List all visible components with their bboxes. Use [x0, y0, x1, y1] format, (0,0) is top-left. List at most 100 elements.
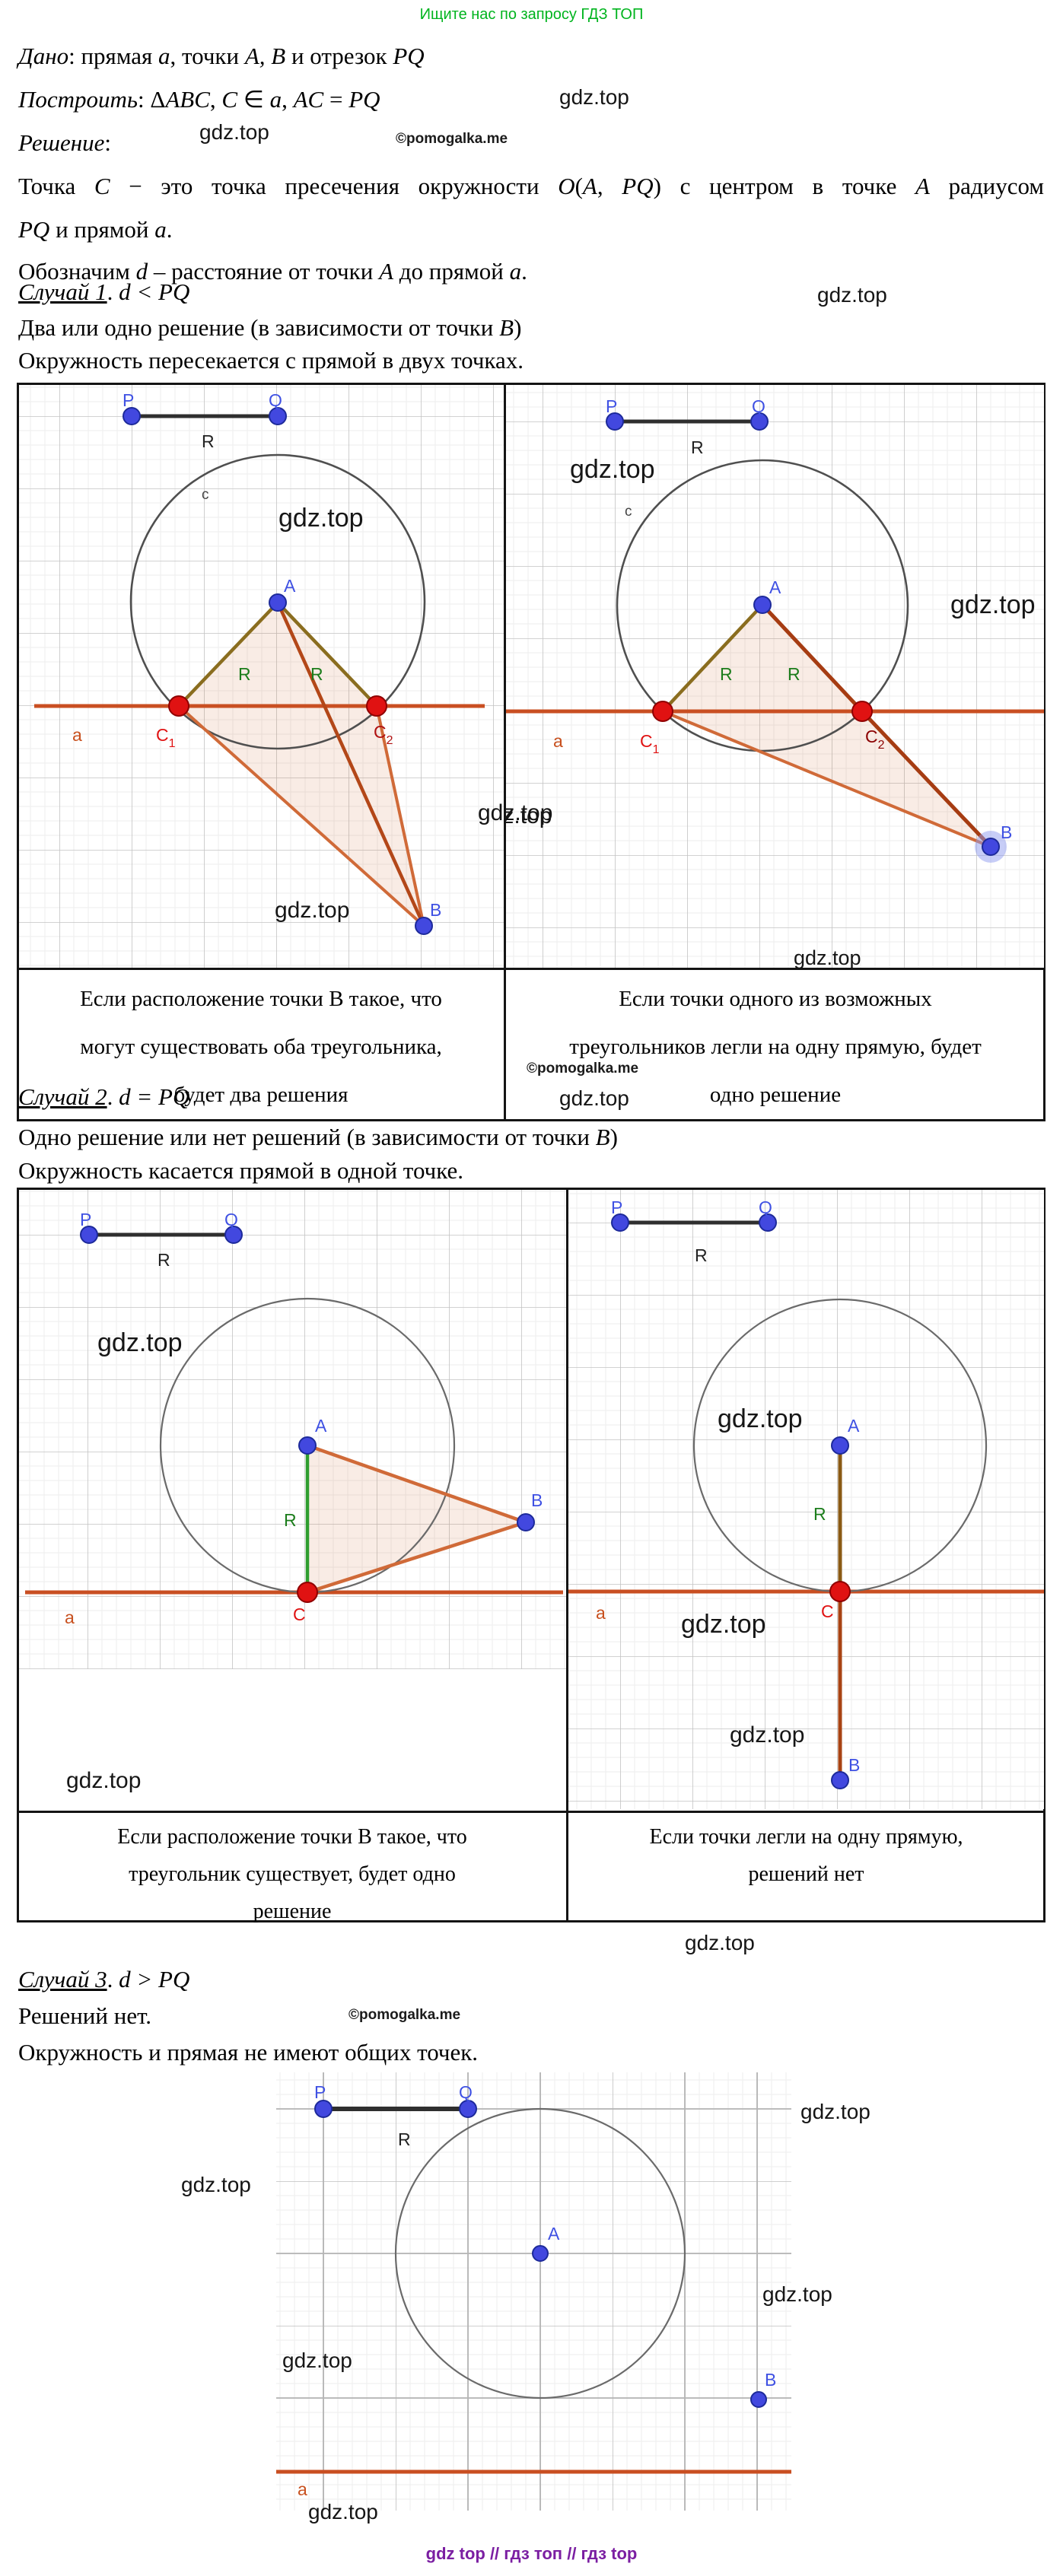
gdz-watermark: gdz.top: [762, 2282, 832, 2306]
point-A: [831, 1436, 849, 1455]
point-C: [829, 1581, 851, 1602]
label-B: B: [430, 900, 441, 920]
label-R-green: R: [284, 1510, 297, 1530]
grid: [19, 385, 504, 968]
pomogalka-watermark: ©pomogalka.me: [396, 131, 508, 147]
gdz-watermark: gdz.top: [570, 455, 655, 484]
label-R1-green: R: [238, 664, 251, 684]
triangle-fill-1: [663, 605, 991, 847]
gdz-watermark: gdz.top: [718, 1404, 803, 1433]
segment-C2B: [861, 710, 992, 848]
label-B: B: [848, 1755, 860, 1775]
case2-figure-right: P Q R A B C a R gdz.top gdz.top gdz.top: [568, 1190, 1044, 1809]
case3-figure: P Q R A B a gdz.top: [276, 2072, 791, 2511]
label-C2: C2: [865, 727, 885, 752]
label-C2: C2: [374, 722, 393, 747]
label-Q: Q: [752, 396, 765, 416]
label-P: P: [606, 396, 617, 416]
grid: [568, 1190, 1044, 1809]
label-Q: Q: [759, 1197, 772, 1217]
case2-caption-separator: [17, 1811, 1045, 1813]
case1-line1: Два или одно решение (в зависимости от т…: [18, 314, 522, 341]
point-P: [123, 407, 141, 425]
label-P: P: [314, 2082, 326, 2102]
point-P: [80, 1226, 98, 1244]
case1-table-divider: [504, 383, 506, 1121]
point-Q: [459, 2100, 477, 2118]
gdz-watermark: gdz.top: [730, 1722, 804, 1748]
label-R1-green: R: [720, 664, 733, 684]
label-P: P: [123, 390, 134, 410]
point-C2: [851, 701, 873, 722]
label-c: c: [202, 487, 209, 503]
point-Q: [269, 407, 287, 425]
label-a: a: [298, 2479, 307, 2499]
label-A: A: [848, 1416, 860, 1436]
label-C: C: [293, 1604, 306, 1624]
paragraph-2: PQ и прямой a.: [18, 216, 173, 243]
circle-c: [129, 453, 426, 750]
radius-AC2: [276, 601, 378, 708]
label-Q: Q: [224, 1210, 238, 1229]
label-A: A: [548, 2224, 560, 2244]
point-B: [982, 838, 1000, 856]
case1-caption-left: Если расположение точки В такое, что мог…: [80, 987, 442, 1107]
label-R: R: [158, 1250, 170, 1270]
case2-table: [17, 1188, 1045, 1922]
label-A: A: [769, 577, 781, 597]
segment-C1B: [177, 704, 425, 927]
label-B: B: [531, 1490, 543, 1510]
triangle-fill-1: [179, 603, 424, 926]
triangle-fill: [307, 1445, 526, 1592]
grid: [276, 2072, 791, 2511]
label-C1: C1: [640, 731, 660, 756]
point-A: [269, 593, 287, 612]
point-C1: [652, 701, 673, 722]
construct-line: Построить: ΔABC, C ∈ a, AC = PQ: [18, 86, 380, 113]
paragraph-1: Точка C − это точка пресечения окружност…: [18, 173, 1044, 199]
case1-caption-right: Если точки одного из возможных треугольн…: [569, 987, 982, 1107]
gdz-watermark: gdz.top: [181, 2173, 251, 2196]
case1-figure-left: P Q R c A B C1 C2 a R R gdz.top gdz.top: [19, 385, 504, 968]
point-A: [753, 596, 772, 614]
point-B: [750, 2391, 767, 2408]
case2-line2: Окружность касается прямой в одной точке…: [18, 1157, 464, 1184]
segment-C2B: [375, 705, 425, 927]
label-R-green: R: [813, 1504, 826, 1524]
label-B: B: [765, 2370, 776, 2390]
grid: [19, 1190, 566, 1669]
point-C: [297, 1582, 318, 1603]
point-C1: [168, 695, 189, 717]
gdz-watermark: gdz.top: [278, 504, 364, 533]
label-Q: Q: [459, 2082, 473, 2102]
label-R2-green: R: [310, 664, 323, 684]
given-line: Дано: прямая a, точки A, B и отрезок PQ: [18, 43, 425, 69]
label-P: P: [80, 1210, 91, 1229]
label-Q: Q: [269, 390, 282, 410]
case2-figure-left: P Q R A B C a R gdz.top gdz.top: [19, 1190, 566, 1793]
solution-label: Решение:: [18, 129, 111, 156]
case2-caption-right: Если точки легли на одну прямую, решений…: [649, 1825, 963, 1886]
label-R: R: [398, 2129, 411, 2149]
label-a: a: [553, 731, 563, 751]
promo-banner: Ищите нас по запросу ГДЗ ТОП: [419, 6, 644, 23]
label-P: P: [611, 1197, 622, 1217]
segment-AB: [307, 1443, 527, 1525]
point-Q: [224, 1226, 243, 1244]
gdz-watermark: gdz.top: [199, 120, 269, 144]
case2-line1: Одно решение или нет решений (в зависимо…: [18, 1124, 618, 1150]
case2-table-divider: [566, 1188, 568, 1922]
point-B: [831, 1771, 849, 1789]
gdz-watermark: gdz.top: [275, 898, 349, 923]
gdz-watermark: gdz.top: [478, 800, 553, 825]
case3-line2: Окружность и прямая не имеют общих точек…: [18, 2039, 479, 2066]
point-C2: [366, 695, 387, 717]
case3-line1: Решений нет.: [18, 2002, 152, 2029]
pomogalka-watermark: ©pomogalka.me: [348, 2007, 461, 2023]
grid: [506, 385, 1044, 968]
gdz-watermark: gdz.top: [559, 1086, 629, 1110]
point-Q: [750, 412, 769, 431]
gdz-watermark: gdz.top: [282, 2349, 352, 2372]
gdz-watermark: gdz.top: [308, 2500, 378, 2524]
